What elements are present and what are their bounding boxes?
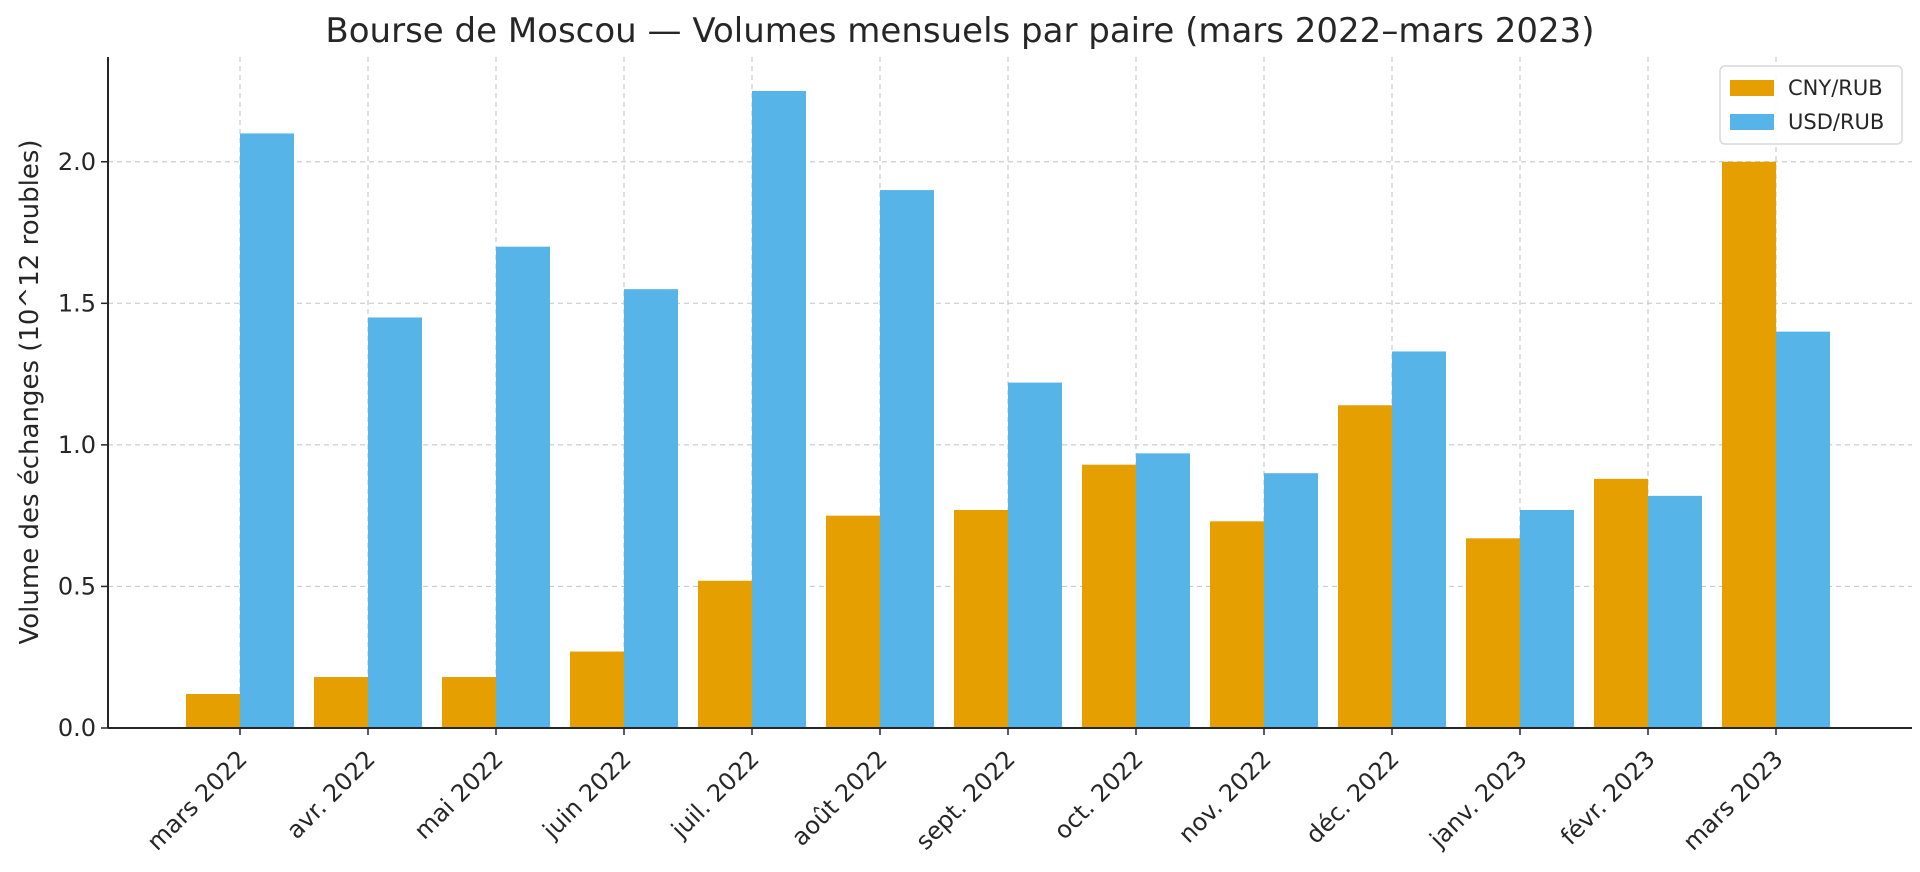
y-axis-label: Volume des échanges (10^12 roubles) xyxy=(15,139,45,644)
bar-usd-rub xyxy=(624,289,678,728)
bar-usd-rub xyxy=(1648,495,1702,728)
legend-label: USD/RUB xyxy=(1788,110,1884,134)
bar-usd-rub xyxy=(1520,509,1574,728)
bar-usd-rub xyxy=(1392,351,1446,728)
bar-cny-rub xyxy=(698,580,752,728)
bar-cny-rub xyxy=(954,509,1008,728)
legend-swatch xyxy=(1730,80,1774,96)
bar-cny-rub xyxy=(1210,521,1264,728)
bar-usd-rub xyxy=(1264,473,1318,728)
bar-cny-rub xyxy=(570,651,624,728)
bar-usd-rub xyxy=(368,317,422,728)
bar-usd-rub xyxy=(240,133,294,728)
chart-title: Bourse de Moscou — Volumes mensuels par … xyxy=(325,11,1594,51)
bar-usd-rub xyxy=(1008,382,1062,728)
bar-cny-rub xyxy=(186,694,240,728)
bar-cny-rub xyxy=(1082,464,1136,728)
bar-cny-rub xyxy=(314,677,368,728)
bar-cny-rub xyxy=(1722,161,1776,729)
bars xyxy=(186,90,1830,729)
y-tick-label: 0.5 xyxy=(58,572,96,600)
legend-label: CNY/RUB xyxy=(1788,76,1883,100)
y-tick-label: 1.0 xyxy=(58,431,96,459)
axes xyxy=(101,57,1912,735)
y-tick-label: 0.0 xyxy=(58,714,96,742)
bar-usd-rub xyxy=(496,246,550,728)
bar-cny-rub xyxy=(1338,405,1392,728)
y-tick-label: 1.5 xyxy=(58,289,96,317)
bar-cny-rub xyxy=(442,677,496,728)
y-tick-labels: 0.0 0.5 1.0 1.5 2.0 xyxy=(58,148,96,742)
bar-cny-rub xyxy=(1594,478,1648,728)
bar-usd-rub xyxy=(752,90,806,729)
bar-cny-rub xyxy=(826,515,880,728)
legend: CNY/RUB USD/RUB xyxy=(1719,65,1903,145)
y-tick-label: 2.0 xyxy=(58,148,96,176)
bar-cny-rub xyxy=(1466,538,1520,728)
bar-usd-rub xyxy=(1136,453,1190,728)
legend-swatch xyxy=(1730,114,1774,130)
bar-usd-rub xyxy=(1776,331,1830,728)
bar-usd-rub xyxy=(880,190,934,728)
